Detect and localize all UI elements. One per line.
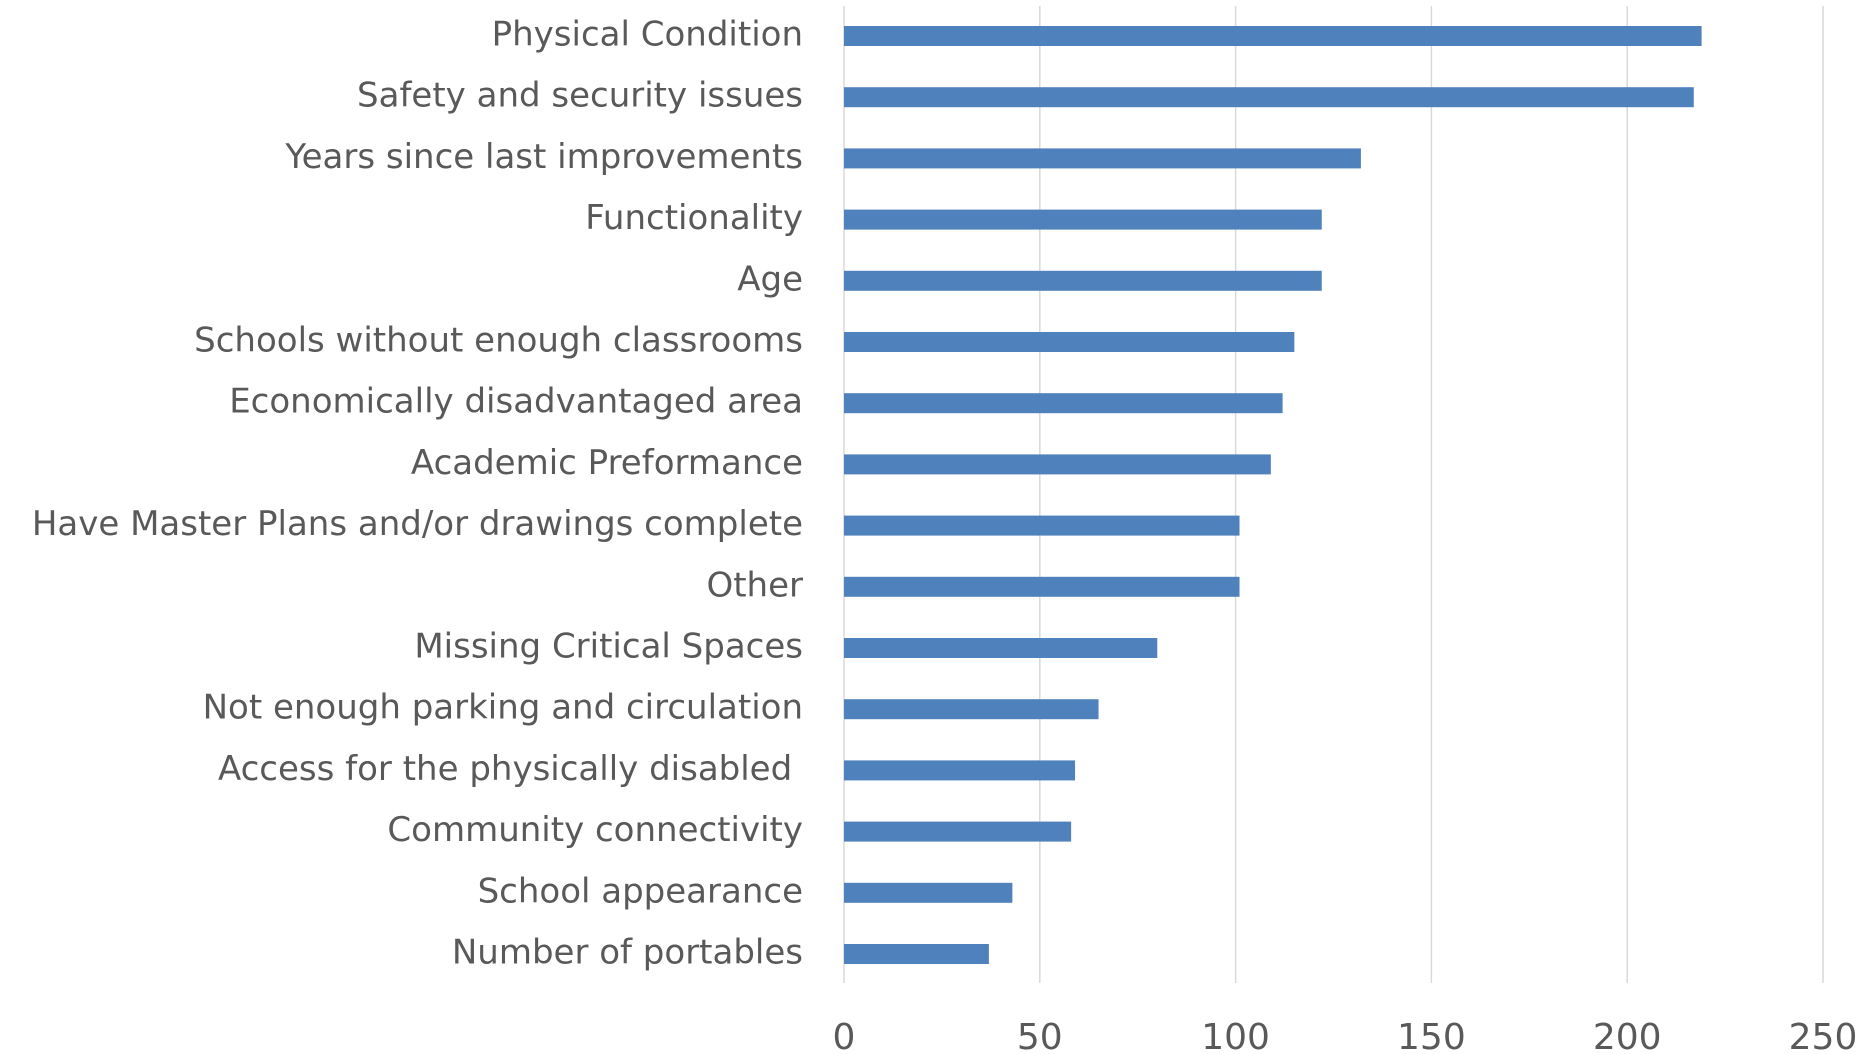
x-tick-label: 150 — [1397, 1017, 1466, 1054]
x-tick-label: 100 — [1201, 1017, 1270, 1054]
bar — [844, 26, 1702, 46]
y-tick-label: Community connectivity — [387, 810, 803, 850]
bar — [844, 209, 1322, 230]
x-tick-label: 200 — [1593, 1017, 1662, 1054]
bar — [844, 393, 1283, 414]
y-tick-label: Not enough parking and circulation — [203, 688, 803, 728]
y-tick-label: School appearance — [478, 871, 803, 911]
y-tick-label: Access for the physically disabled — [218, 749, 803, 789]
y-tick-label: Number of portables — [452, 933, 803, 973]
bar — [844, 454, 1271, 475]
bar — [844, 760, 1076, 781]
bar — [844, 638, 1158, 658]
bar — [844, 882, 1013, 903]
y-tick-label: Years since last improvements — [284, 137, 803, 177]
y-tick-label: Economically disadvantaged area — [229, 382, 803, 422]
y-tick-label: Age — [737, 259, 803, 299]
bar — [844, 699, 1099, 720]
bar — [844, 148, 1361, 169]
y-tick-label: Missing Critical Spaces — [414, 627, 803, 667]
bar — [844, 576, 1240, 597]
x-tick-label: 0 — [833, 1017, 856, 1054]
bar — [844, 332, 1295, 352]
x-tick-label: 50 — [1017, 1017, 1063, 1054]
y-tick-label: Safety and security issues — [357, 76, 803, 116]
bar — [844, 944, 989, 964]
y-tick-label: Schools without enough classrooms — [194, 321, 803, 361]
bar — [844, 270, 1322, 291]
x-tick-label: 250 — [1789, 1017, 1858, 1054]
bar — [844, 87, 1694, 108]
bar — [844, 821, 1072, 842]
y-tick-label: Other — [706, 565, 803, 605]
bar — [844, 515, 1240, 536]
y-tick-label: Functionality — [585, 198, 803, 238]
y-tick-label: Physical Condition — [492, 15, 803, 55]
y-tick-label: Academic Preformance — [411, 443, 803, 483]
y-tick-label: Have Master Plans and/or drawings comple… — [32, 504, 803, 544]
